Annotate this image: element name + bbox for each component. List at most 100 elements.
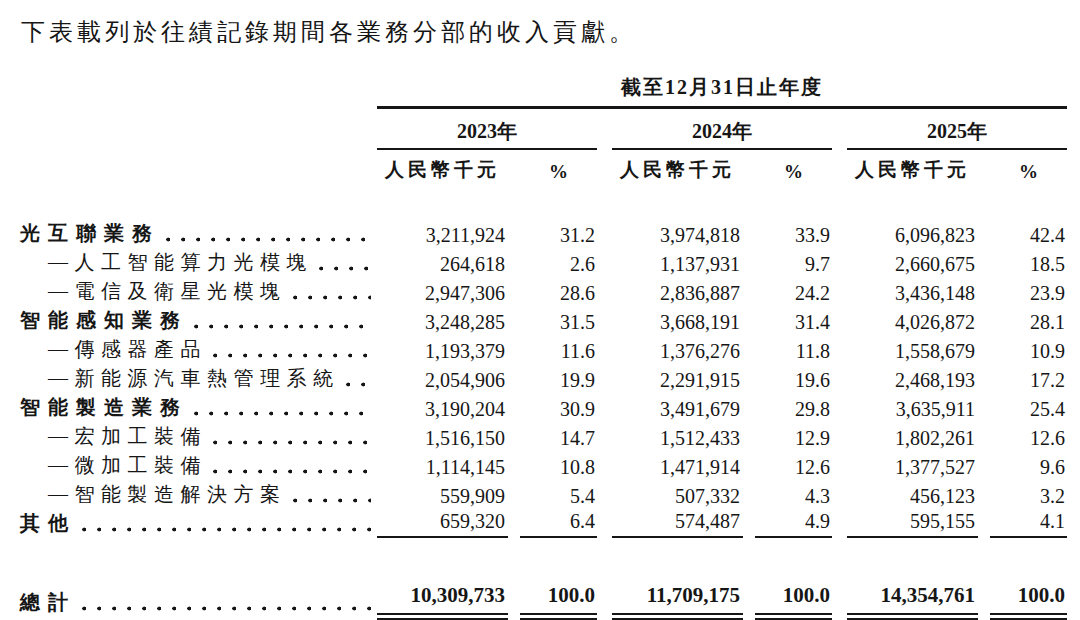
dot-leader xyxy=(293,497,372,504)
row-label: —智能製造解決方案 xyxy=(48,481,287,508)
value-cell: 507,332 xyxy=(612,479,743,508)
value-cell: 1,516,150 xyxy=(377,421,508,450)
dot-leader xyxy=(166,236,371,243)
table-row-macro-processing-equipment: —宏加工裝備 1,516,150 14.7 1,512,433 12.9 1,8… xyxy=(20,421,1067,450)
dot-leader xyxy=(82,526,371,533)
value-cell: 264,618 xyxy=(377,247,508,276)
pct-cell: 31.4 xyxy=(755,305,832,334)
period-header: 截至12月31日止年度 xyxy=(377,74,1067,108)
pct-cell: 3.2 xyxy=(990,479,1067,508)
total-pct-cell: 100.0 xyxy=(520,578,597,616)
pct-cell: 9.7 xyxy=(755,247,832,276)
value-cell: 2,836,887 xyxy=(612,276,743,305)
value-cell: 1,376,276 xyxy=(612,334,743,363)
pct-cell: 11.8 xyxy=(755,334,832,363)
pct-cell: 31.2 xyxy=(520,218,597,247)
pct-cell: 9.6 xyxy=(990,450,1067,479)
value-cell: 595,155 xyxy=(847,508,978,537)
column-header-row: 人民幣千元 % 人民幣千元 % 人民幣千元 % xyxy=(20,149,1067,185)
col-header-rmb-2024: 人民幣千元 xyxy=(612,149,743,185)
row-label: —新能源汽車熱管理系統 xyxy=(48,365,340,392)
pct-cell: 2.6 xyxy=(520,247,597,276)
total-value-cell: 14,354,761 xyxy=(847,578,978,616)
row-label: 智能製造業務 xyxy=(20,394,188,421)
value-cell: 3,436,148 xyxy=(847,276,978,305)
value-cell: 1,471,914 xyxy=(612,450,743,479)
table-row-others: 其他 659,320 6.4 574,487 4.9 595,155 4.1 xyxy=(20,508,1067,537)
dot-leader xyxy=(293,294,372,301)
value-cell: 1,558,679 xyxy=(847,334,978,363)
total-label: 總計 xyxy=(20,589,76,616)
value-cell: 3,248,285 xyxy=(377,305,508,334)
col-header-rmb-2023: 人民幣千元 xyxy=(377,149,508,185)
pct-cell: 29.8 xyxy=(755,392,832,421)
value-cell: 3,190,204 xyxy=(377,392,508,421)
value-cell: 2,660,675 xyxy=(847,247,978,276)
table-row-telecom-satellite-modules: —電信及衛星光模塊 2,947,306 28.6 2,836,887 24.2 … xyxy=(20,276,1067,305)
value-cell: 2,291,915 xyxy=(612,363,743,392)
row-label: —微加工裝備 xyxy=(48,452,207,479)
year-header-2025: 2025年 xyxy=(847,108,1067,150)
total-value-cell: 11,709,175 xyxy=(612,578,743,616)
pct-cell: 25.4 xyxy=(990,392,1067,421)
row-label: —人工智能算力光模塊 xyxy=(48,249,313,276)
dot-leader xyxy=(194,323,371,330)
value-cell: 3,668,191 xyxy=(612,305,743,334)
dot-leader xyxy=(346,381,372,388)
row-label: —宏加工裝備 xyxy=(48,423,207,450)
pct-cell: 12.6 xyxy=(990,421,1067,450)
col-header-pct-2024: % xyxy=(755,149,832,185)
pct-cell: 10.9 xyxy=(990,334,1067,363)
row-label: 智能感知業務 xyxy=(20,307,188,334)
table-row-im-solutions: —智能製造解決方案 559,909 5.4 507,332 4.3 456,12… xyxy=(20,479,1067,508)
total-value-cell: 10,309,733 xyxy=(377,578,508,616)
value-cell: 3,491,679 xyxy=(612,392,743,421)
spacer-row xyxy=(20,185,1067,218)
table-row-micro-processing-equipment: —微加工裝備 1,114,145 10.8 1,471,914 12.6 1,3… xyxy=(20,450,1067,479)
value-cell: 559,909 xyxy=(377,479,508,508)
spacer-row xyxy=(20,537,1067,578)
value-cell: 574,487 xyxy=(612,508,743,537)
col-header-pct-2025: % xyxy=(990,149,1067,185)
dot-leader xyxy=(213,468,371,475)
pct-cell: 14.7 xyxy=(520,421,597,450)
pct-cell: 42.4 xyxy=(990,218,1067,247)
table-row-intelligent-manufacturing: 智能製造業務 3,190,204 30.9 3,491,679 29.8 3,6… xyxy=(20,392,1067,421)
dot-leader xyxy=(213,352,371,359)
pct-cell: 12.6 xyxy=(755,450,832,479)
pct-cell: 23.9 xyxy=(990,276,1067,305)
pct-cell: 17.2 xyxy=(990,363,1067,392)
pct-cell: 5.4 xyxy=(520,479,597,508)
total-pct-cell: 100.0 xyxy=(990,578,1067,616)
table-row-intelligent-sensing: 智能感知業務 3,248,285 31.5 3,668,191 31.4 4,0… xyxy=(20,305,1067,334)
value-cell: 1,802,261 xyxy=(847,421,978,450)
dot-leader xyxy=(319,265,371,272)
pct-cell: 18.5 xyxy=(990,247,1067,276)
page-title: 下表載列於往績記錄期間各業務分部的收入貢獻。 xyxy=(21,16,1080,48)
total-row: 總計 10,309,733 100.0 11,709,175 100.0 14,… xyxy=(20,578,1067,616)
value-cell: 3,211,924 xyxy=(377,218,508,247)
year-header-2024: 2024年 xyxy=(612,108,832,150)
pct-cell: 33.9 xyxy=(755,218,832,247)
value-cell: 1,193,379 xyxy=(377,334,508,363)
row-label: —電信及衛星光模塊 xyxy=(48,278,287,305)
revenue-table: 截至12月31日止年度 2023年 2024年 2025年 人民幣千元 % 人民… xyxy=(20,74,1067,620)
year-header-2023: 2023年 xyxy=(377,108,597,150)
year-header-row: 2023年 2024年 2025年 xyxy=(20,108,1067,150)
table-row-nev-thermal-management: —新能源汽車熱管理系統 2,054,906 19.9 2,291,915 19.… xyxy=(20,363,1067,392)
col-header-pct-2023: % xyxy=(520,149,597,185)
value-cell: 1,512,433 xyxy=(612,421,743,450)
value-cell: 456,123 xyxy=(847,479,978,508)
table-row-sensor-products: —傳感器產品 1,193,379 11.6 1,376,276 11.8 1,5… xyxy=(20,334,1067,363)
dot-leader xyxy=(82,605,371,612)
value-cell: 3,635,911 xyxy=(847,392,978,421)
value-cell: 2,468,193 xyxy=(847,363,978,392)
value-cell: 3,974,818 xyxy=(612,218,743,247)
value-cell: 1,114,145 xyxy=(377,450,508,479)
total-pct-cell: 100.0 xyxy=(755,578,832,616)
pct-cell: 11.6 xyxy=(520,334,597,363)
pct-cell: 19.6 xyxy=(755,363,832,392)
pct-cell: 12.9 xyxy=(755,421,832,450)
pct-cell: 31.5 xyxy=(520,305,597,334)
table-row-optical-interconnect: 光互聯業務 3,211,924 31.2 3,974,818 33.9 6,09… xyxy=(20,218,1067,247)
